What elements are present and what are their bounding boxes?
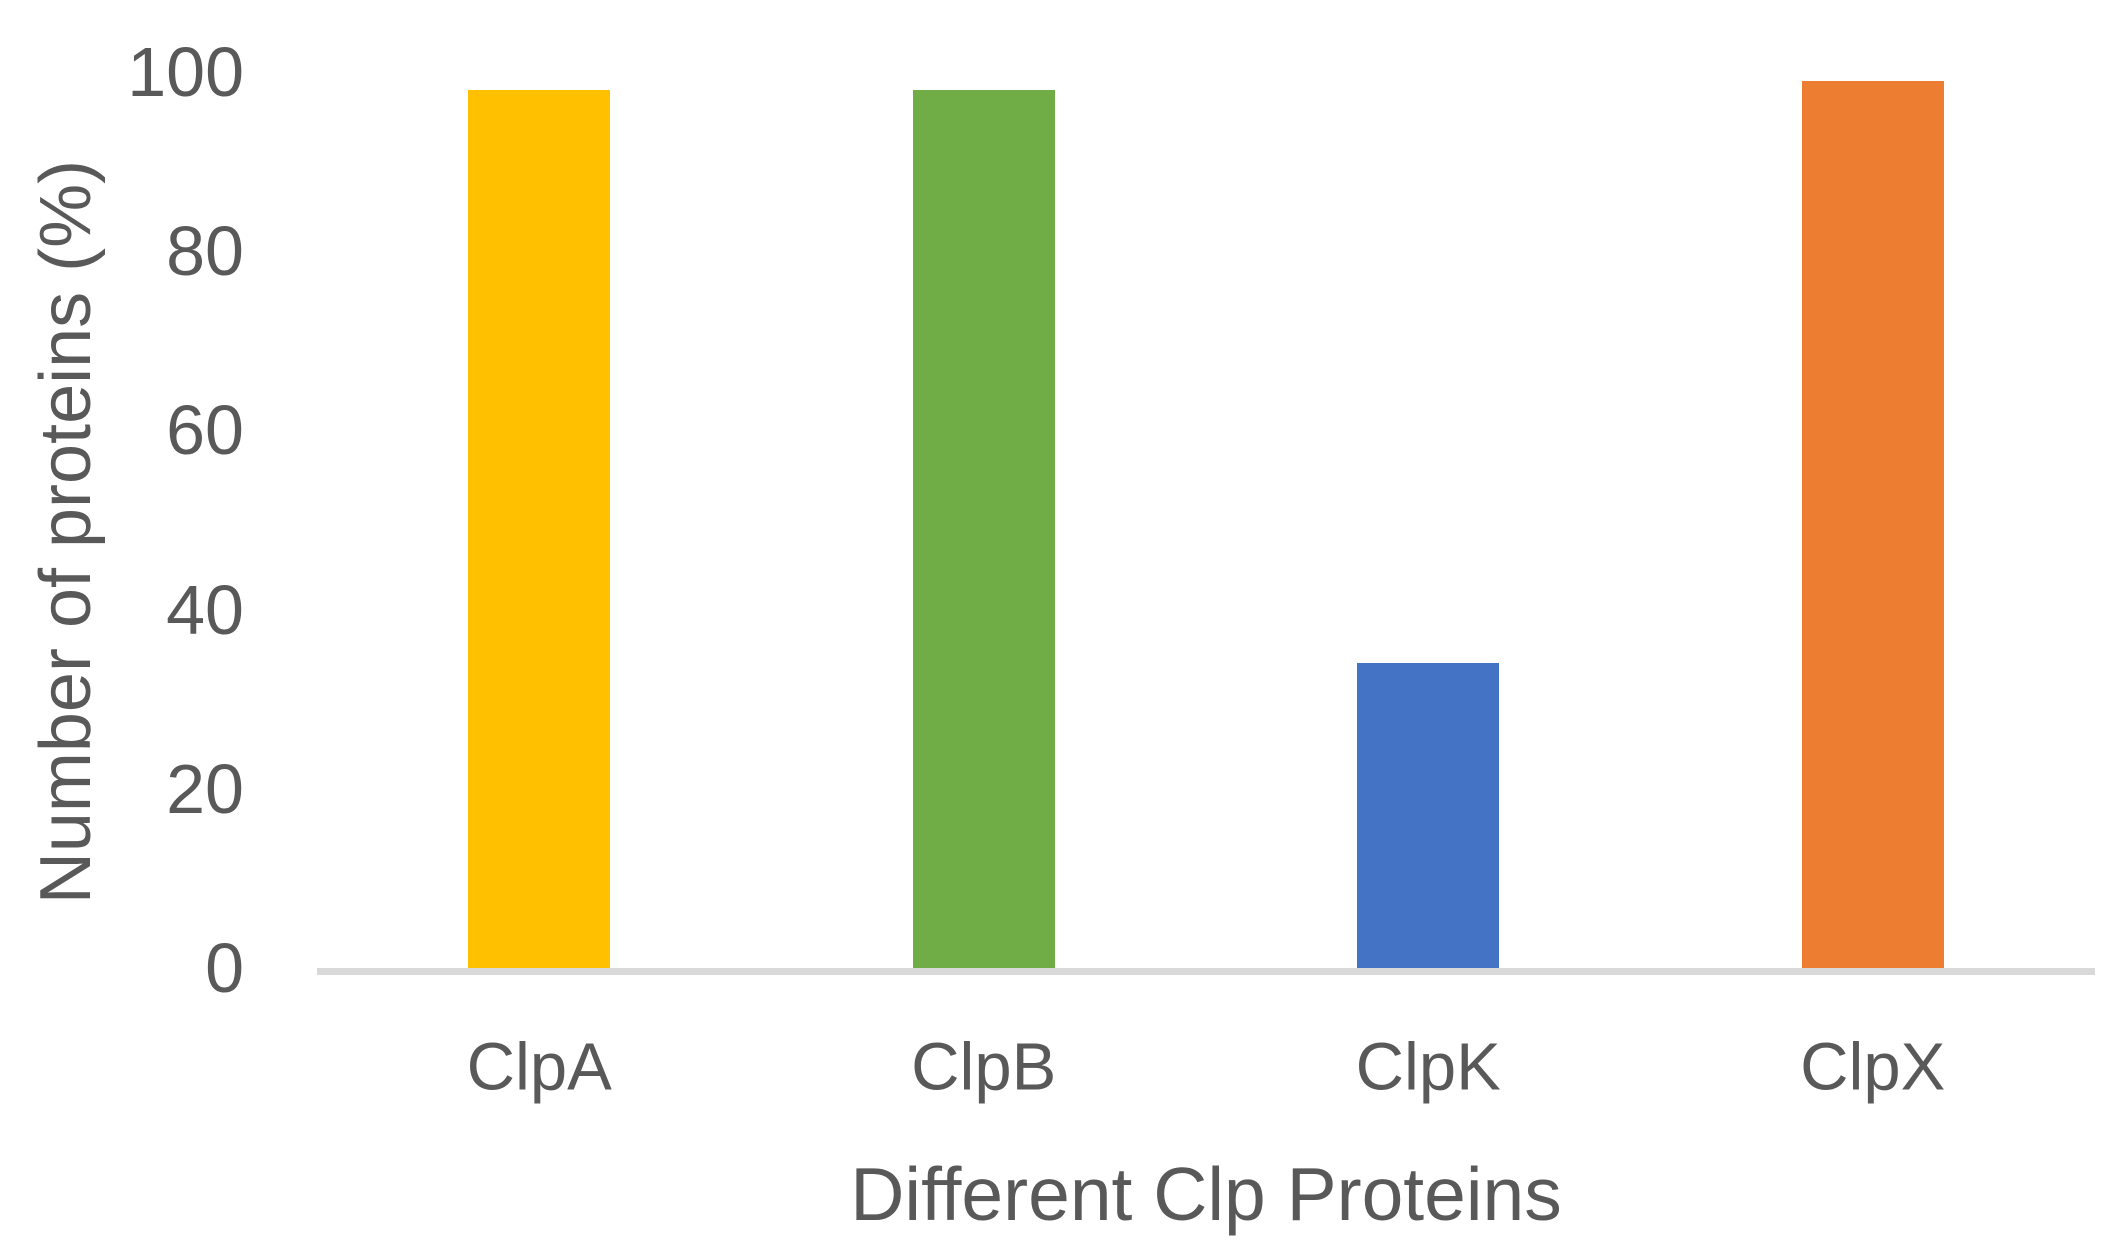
bar-clpk xyxy=(1357,663,1499,968)
x-tick-label-clpx: ClpX xyxy=(1800,1029,1946,1105)
bar-clpb xyxy=(913,90,1055,968)
x-tick-label-clpa: ClpA xyxy=(466,1029,612,1105)
x-tick-label-clpk: ClpK xyxy=(1355,1029,1501,1105)
x-axis-title: Different Clp Proteins xyxy=(850,1152,1562,1236)
y-tick-label: 20 xyxy=(166,749,244,828)
bar-clpx xyxy=(1802,81,1944,968)
y-tick-label: 0 xyxy=(205,929,244,1007)
bar-clpa xyxy=(468,90,610,968)
y-tick-label: 100 xyxy=(127,33,244,111)
x-axis-line xyxy=(317,968,2095,975)
y-tick-label: 60 xyxy=(166,391,244,470)
x-tick-label-clpb: ClpB xyxy=(911,1029,1057,1105)
y-tick-label: 80 xyxy=(166,212,244,291)
y-tick-label: 40 xyxy=(166,570,244,649)
